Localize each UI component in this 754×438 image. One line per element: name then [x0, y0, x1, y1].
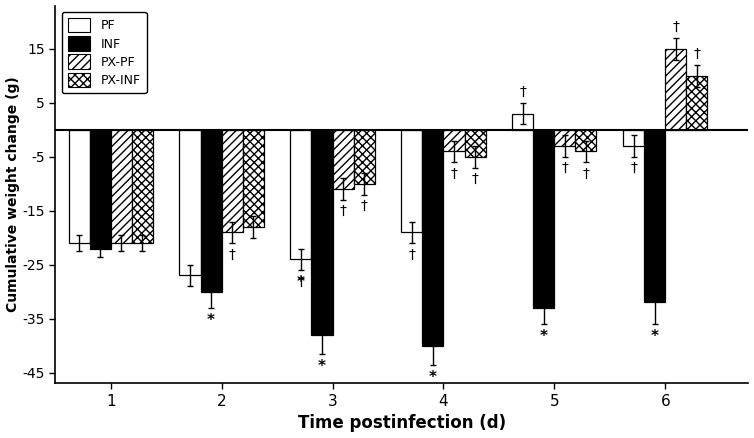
Text: †: †	[409, 247, 415, 261]
Text: †: †	[451, 166, 458, 180]
Bar	[222, 130, 243, 232]
Text: *: *	[207, 313, 215, 328]
Bar	[243, 130, 264, 227]
Bar	[333, 130, 354, 189]
Bar	[401, 130, 422, 232]
Bar	[533, 130, 554, 308]
Bar	[686, 76, 707, 130]
Bar	[422, 130, 443, 346]
Text: †: †	[583, 166, 590, 180]
Y-axis label: Cumulative weight change (g): Cumulative weight change (g)	[5, 77, 20, 312]
Text: †: †	[694, 46, 700, 60]
Bar	[443, 130, 464, 151]
Text: *: *	[651, 329, 659, 344]
X-axis label: Time postinfection (d): Time postinfection (d)	[298, 414, 506, 432]
Text: †: †	[562, 161, 569, 175]
Text: *: *	[540, 329, 548, 344]
Bar	[111, 130, 132, 243]
Bar	[69, 130, 90, 243]
Text: †: †	[339, 204, 347, 218]
Bar	[464, 130, 486, 157]
Text: *: *	[297, 276, 305, 290]
Bar	[575, 130, 596, 151]
Text: †: †	[630, 161, 637, 175]
Bar	[132, 130, 153, 243]
Text: †: †	[471, 172, 479, 186]
Bar	[512, 113, 533, 130]
Text: †: †	[298, 275, 305, 288]
Bar	[554, 130, 575, 146]
Bar	[665, 49, 686, 130]
Text: †: †	[228, 247, 235, 261]
Text: †: †	[673, 20, 679, 34]
Bar	[644, 130, 665, 303]
Text: *: *	[318, 359, 326, 374]
Text: *: *	[429, 370, 437, 385]
Legend: PF, INF, PX-PF, PX-INF: PF, INF, PX-PF, PX-INF	[62, 12, 146, 93]
Bar	[311, 130, 333, 335]
Bar	[179, 130, 201, 276]
Bar	[623, 130, 644, 146]
Bar	[90, 130, 111, 248]
Text: †: †	[520, 85, 526, 99]
Text: †: †	[360, 199, 367, 213]
Bar	[201, 130, 222, 292]
Bar	[290, 130, 311, 259]
Bar	[354, 130, 375, 184]
